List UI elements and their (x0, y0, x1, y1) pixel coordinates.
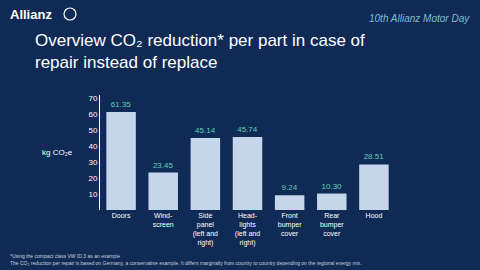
svg-text:kg CO₂e: kg CO₂e (42, 148, 73, 157)
svg-text:45.14: 45.14 (195, 126, 216, 135)
svg-text:Doors: Doors (112, 212, 131, 219)
svg-text:The CO₂ reduction per repair i: The CO₂ reduction per repair is based on… (10, 260, 362, 266)
svg-text:23.45: 23.45 (153, 161, 174, 170)
svg-text:70: 70 (88, 94, 97, 103)
svg-text:Allianz: Allianz (10, 7, 52, 22)
svg-text:9.24: 9.24 (282, 183, 298, 192)
svg-text:Head-lights(left andright): Head-lights(left andright) (235, 212, 260, 247)
svg-text:30: 30 (88, 158, 97, 167)
svg-text:20: 20 (88, 174, 97, 183)
svg-text:10: 10 (88, 190, 97, 199)
svg-text:Overview CO₂ reduction* per pa: Overview CO₂ reduction* per part in case… (35, 31, 365, 72)
svg-text:28.51: 28.51 (364, 152, 385, 161)
svg-text:10.30: 10.30 (322, 182, 343, 191)
svg-text:61.35: 61.35 (111, 100, 132, 109)
svg-text:45.74: 45.74 (237, 125, 258, 134)
svg-text:40: 40 (88, 142, 97, 151)
svg-text:50: 50 (88, 126, 97, 135)
svg-text:Frontbumpercover: Frontbumpercover (278, 212, 302, 237)
svg-text:*Using the compact class VW ID: *Using the compact class VW ID.3 as an e… (10, 253, 120, 259)
svg-text:Sidepanel(left andright): Sidepanel(left andright) (193, 212, 218, 247)
svg-text:10th Allianz Motor Day: 10th Allianz Motor Day (369, 13, 470, 24)
svg-text:Wind-screen: Wind-screen (153, 212, 174, 228)
svg-text:60: 60 (88, 110, 97, 119)
svg-text:Hood: Hood (366, 212, 383, 219)
svg-text:Rearbumpercover: Rearbumpercover (320, 212, 344, 237)
